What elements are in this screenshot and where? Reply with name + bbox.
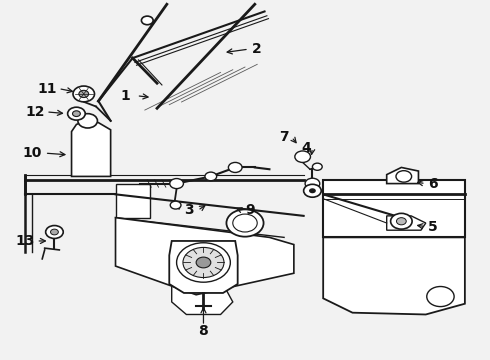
Circle shape <box>50 229 58 235</box>
Circle shape <box>170 201 181 209</box>
Text: 6: 6 <box>428 177 438 190</box>
Circle shape <box>176 243 230 282</box>
Circle shape <box>295 151 311 162</box>
Polygon shape <box>323 237 465 315</box>
Circle shape <box>183 247 224 278</box>
Text: 11: 11 <box>37 82 57 95</box>
Polygon shape <box>72 121 111 176</box>
Text: 12: 12 <box>25 105 45 119</box>
Circle shape <box>170 179 183 189</box>
Circle shape <box>78 114 98 128</box>
Circle shape <box>396 171 412 182</box>
Text: 2: 2 <box>252 42 262 56</box>
Polygon shape <box>323 180 465 237</box>
Circle shape <box>226 210 264 237</box>
Circle shape <box>142 16 153 25</box>
Circle shape <box>305 178 320 189</box>
Circle shape <box>79 90 89 98</box>
Circle shape <box>73 111 80 117</box>
Circle shape <box>196 257 211 268</box>
Circle shape <box>73 86 95 102</box>
Circle shape <box>228 162 242 172</box>
Circle shape <box>233 214 257 232</box>
Circle shape <box>313 163 322 170</box>
Text: 7: 7 <box>279 130 289 144</box>
Circle shape <box>46 226 63 238</box>
Text: 5: 5 <box>428 220 438 234</box>
Text: 4: 4 <box>301 141 311 155</box>
Circle shape <box>304 184 321 197</box>
Text: 8: 8 <box>198 324 208 338</box>
Polygon shape <box>169 241 238 293</box>
Circle shape <box>391 213 412 229</box>
Text: 9: 9 <box>245 203 255 217</box>
Circle shape <box>309 188 316 193</box>
Polygon shape <box>172 284 233 315</box>
Text: 1: 1 <box>121 89 130 103</box>
Text: 3: 3 <box>184 203 194 217</box>
Text: 10: 10 <box>23 146 42 160</box>
Polygon shape <box>116 218 294 295</box>
Circle shape <box>68 107 85 120</box>
Bar <box>116 184 150 218</box>
Circle shape <box>427 287 454 307</box>
Circle shape <box>205 172 217 181</box>
Text: 13: 13 <box>16 234 35 248</box>
Polygon shape <box>387 216 426 230</box>
Circle shape <box>396 218 406 225</box>
Polygon shape <box>387 167 418 184</box>
